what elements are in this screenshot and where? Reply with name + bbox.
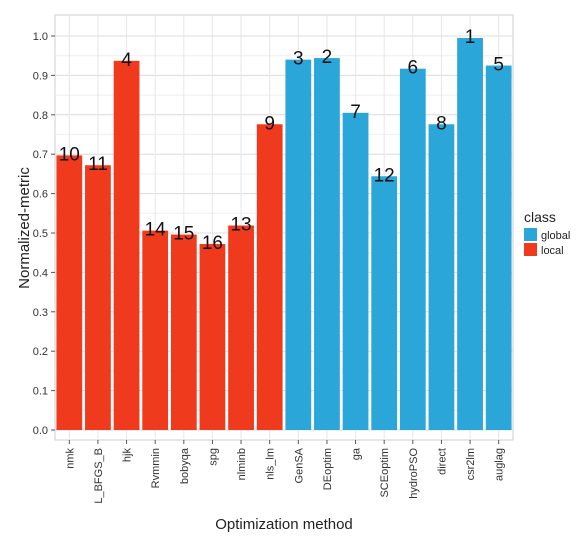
bar [428, 124, 455, 431]
x-tick-label: csr2lm [465, 448, 477, 480]
x-tick-label: spg [207, 448, 219, 466]
bar [285, 59, 312, 430]
rank-label: 10 [59, 144, 80, 165]
bars [56, 37, 512, 431]
legend-key-global [524, 228, 537, 241]
bar [485, 65, 512, 431]
x-tick-label: hjk [122, 448, 134, 463]
rank-label: 15 [173, 224, 194, 245]
bar [142, 230, 169, 430]
x-tick-label: nls_lm [265, 448, 277, 480]
y-tick-label: 0.9 [33, 70, 48, 82]
bar [113, 60, 140, 431]
bar [56, 155, 83, 430]
rank-label: 13 [230, 215, 251, 236]
x-tick-label: auglag [494, 448, 506, 481]
x-tick-label: bobyqa [179, 447, 191, 484]
bar [371, 176, 398, 430]
rank-label: 16 [202, 233, 223, 254]
rank-label: 2 [322, 47, 333, 68]
y-tick-label: 1.0 [33, 31, 48, 43]
y-axis: 0.0 0.1 0.2 0.3 0.4 0.5 0.6 0.7 0.8 0.9 1.0 [33, 31, 55, 437]
rank-label: 8 [436, 113, 447, 134]
rank-label: 9 [264, 113, 275, 134]
rank-labels: 10 11 4 14 15 16 13 9 3 2 7 12 6 8 15 [59, 27, 504, 254]
x-tick-label: GenSA [293, 447, 305, 483]
rank-label: 4 [121, 50, 132, 71]
bar [170, 234, 197, 430]
y-tick-label: 0.4 [33, 267, 48, 279]
x-axis: nmk L_BFGS_B hjk Rvmmin bobyqa spg nlminb nls_l… [64, 440, 506, 504]
x-axis-title: Optimization method [215, 516, 353, 533]
bar [342, 112, 369, 430]
y-tick-label: 0.0 [33, 425, 48, 437]
y-tick-label: 0.7 [33, 149, 48, 161]
bar [457, 37, 483, 430]
bar [399, 68, 426, 431]
x-tick-label: hydroPSO [408, 448, 420, 499]
x-tick-label: nlminb [236, 448, 248, 480]
legend-key-local [524, 243, 537, 256]
rank-label: 1 [465, 27, 476, 48]
y-tick-label: 0.1 [33, 386, 48, 398]
x-tick-label: SCEoptim [379, 448, 391, 498]
rank-label: 6 [408, 58, 419, 79]
x-tick-label: direct [436, 448, 448, 475]
rank-label: 14 [145, 220, 167, 241]
y-tick-label: 0.3 [33, 307, 48, 319]
x-tick-label: Rvmmin [150, 448, 162, 488]
rank-label: 3 [293, 49, 304, 70]
y-tick-label: 0.6 [33, 189, 48, 201]
x-tick-label: L_BFGS_B [93, 448, 105, 504]
bar [314, 58, 340, 431]
rank-label: 7 [350, 102, 361, 123]
legend-label-local: local [541, 245, 564, 257]
y-axis-title: Normalized-metric [16, 167, 33, 289]
legend-title: class [524, 209, 556, 225]
y-tick-label: 0.2 [33, 346, 48, 358]
x-tick-label: DEoptim [322, 448, 334, 490]
legend: class global local [524, 209, 570, 257]
x-tick-label: nmk [64, 448, 76, 469]
bar [199, 244, 226, 430]
rank-label: 11 [88, 154, 108, 175]
bar [256, 124, 283, 431]
bar [228, 225, 254, 430]
x-tick-label: ga [351, 447, 363, 460]
rank-label: 5 [493, 55, 504, 76]
legend-label-global: global [541, 230, 570, 242]
y-tick-label: 0.8 [33, 110, 48, 122]
rank-label: 12 [374, 165, 395, 186]
y-tick-label: 0.5 [33, 228, 48, 240]
bar [85, 165, 111, 430]
